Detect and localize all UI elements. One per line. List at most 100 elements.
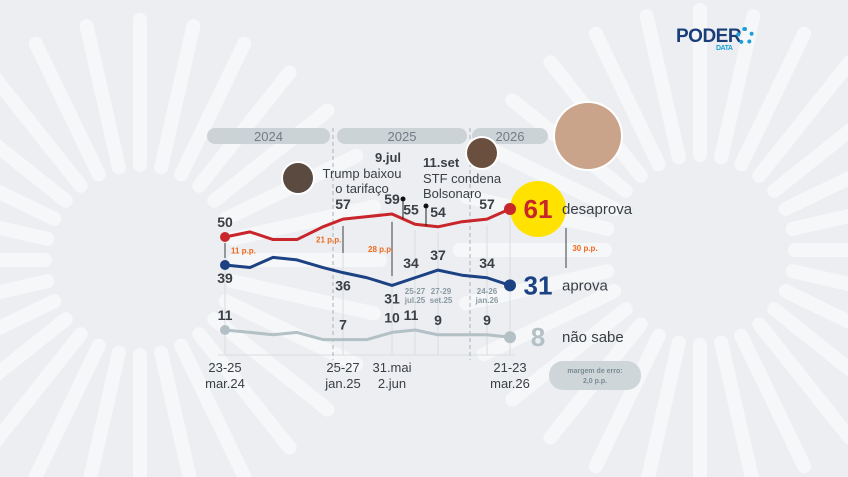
gap-label: 11 p.p. bbox=[231, 247, 256, 256]
line-2 bbox=[224, 328, 511, 342]
small-x-label: 25-27 bbox=[405, 287, 426, 296]
year-label: 2026 bbox=[496, 129, 525, 144]
value-label: 37 bbox=[430, 247, 446, 263]
value-label: 7 bbox=[339, 317, 347, 333]
annotation-dot bbox=[400, 196, 406, 202]
value-label: 54 bbox=[430, 204, 446, 220]
margin-text: margem de erro: bbox=[567, 368, 622, 375]
gap-label: 28 p.p. bbox=[368, 245, 393, 254]
burst-ray bbox=[0, 220, 55, 246]
value-label: 11 bbox=[404, 307, 419, 323]
series-name: aprova bbox=[562, 277, 609, 294]
lula-photo bbox=[555, 103, 621, 169]
year-label: 2024 bbox=[254, 129, 283, 144]
burst-ray bbox=[778, 170, 848, 216]
burst-ray bbox=[639, 9, 686, 165]
burst-ray bbox=[505, 302, 633, 407]
value-label: 57 bbox=[335, 196, 351, 212]
burst-ray bbox=[207, 312, 335, 417]
annotation: o tarifaço bbox=[335, 181, 388, 196]
trump-photo bbox=[283, 163, 313, 193]
highlight-circle bbox=[510, 181, 566, 237]
gap-label: 30 p.p. bbox=[572, 244, 597, 253]
burst-ray bbox=[0, 327, 88, 447]
annotation: STF condena bbox=[423, 171, 502, 186]
burst-ray bbox=[0, 73, 88, 193]
burst-ray bbox=[459, 264, 615, 311]
value-label: 10 bbox=[384, 309, 400, 325]
year-band bbox=[337, 128, 467, 144]
bolsonaro-photo bbox=[467, 138, 497, 168]
annotation: Trump baixou bbox=[323, 166, 402, 181]
margin-text: 2,0 p.p. bbox=[583, 378, 607, 385]
value-label: 11 bbox=[218, 307, 233, 323]
data-point bbox=[504, 279, 516, 292]
burst-ray bbox=[79, 19, 126, 175]
burst-ray bbox=[476, 284, 622, 362]
small-x-label: set.25 bbox=[430, 296, 453, 305]
x-label: jan.25 bbox=[324, 376, 360, 391]
data-point bbox=[220, 232, 230, 242]
line-0 bbox=[224, 207, 511, 242]
value-label: 9 bbox=[483, 312, 491, 328]
end-value: 31 bbox=[524, 270, 553, 300]
burst-ray bbox=[83, 345, 126, 477]
x-label: 2.jun bbox=[378, 376, 406, 391]
end-value: 61 bbox=[524, 194, 553, 224]
small-x-label: 24-26 bbox=[477, 287, 498, 296]
small-x-label: jul.25 bbox=[404, 296, 426, 305]
burst-ray bbox=[174, 338, 252, 477]
burst-ray bbox=[588, 26, 666, 172]
value-label: 39 bbox=[217, 270, 233, 286]
burst-ray bbox=[225, 274, 381, 321]
x-label: 25-27 bbox=[326, 360, 359, 375]
data-point bbox=[504, 331, 516, 344]
burst-ray bbox=[154, 345, 197, 477]
burst-ray bbox=[752, 55, 848, 183]
value-label: 50 bbox=[217, 214, 233, 230]
x-label: mar.26 bbox=[490, 376, 530, 391]
burst-ray bbox=[734, 26, 812, 172]
burst-ray bbox=[0, 312, 73, 381]
value-label: 34 bbox=[403, 255, 419, 271]
year-band bbox=[207, 128, 330, 144]
line-1 bbox=[224, 255, 511, 287]
burst-ray bbox=[752, 317, 848, 445]
poder-data-logo: PODER DATA bbox=[676, 26, 754, 52]
value-label: 36 bbox=[335, 278, 351, 294]
burst-ray bbox=[28, 36, 106, 182]
value-label: 59 bbox=[384, 191, 400, 207]
burst-ray bbox=[174, 36, 252, 182]
x-label: 23-25 bbox=[208, 360, 241, 375]
gap-label: 21 p.p. bbox=[316, 236, 341, 245]
data-point bbox=[220, 325, 230, 335]
value-label: 57 bbox=[479, 196, 495, 212]
burst-ray bbox=[207, 103, 335, 208]
burst-ray bbox=[641, 335, 686, 477]
burst-ray bbox=[588, 328, 666, 474]
burst-ray bbox=[767, 123, 848, 198]
value-label: 31 bbox=[384, 290, 400, 306]
burst-ray bbox=[734, 328, 812, 474]
burst-ray bbox=[0, 294, 62, 336]
burst-ray bbox=[0, 139, 73, 208]
burst-ray bbox=[714, 335, 759, 477]
annotation-dot bbox=[423, 203, 429, 209]
burst-ray bbox=[192, 327, 297, 455]
annotation: Bolsonaro bbox=[423, 186, 482, 201]
small-x-label: jan.26 bbox=[475, 296, 499, 305]
burst-ray bbox=[785, 209, 848, 236]
x-label: 21-23 bbox=[493, 360, 526, 375]
x-label: mar.24 bbox=[205, 376, 245, 391]
end-value: 8 bbox=[531, 322, 545, 352]
value-label: 34 bbox=[479, 255, 495, 271]
margin-badge bbox=[549, 361, 641, 390]
year-label: 2025 bbox=[388, 129, 417, 144]
series-name: desaprova bbox=[562, 201, 633, 218]
burst-ray bbox=[476, 138, 622, 216]
burst-ray bbox=[0, 184, 62, 226]
burst-ray bbox=[28, 338, 106, 477]
data-point bbox=[504, 202, 516, 215]
